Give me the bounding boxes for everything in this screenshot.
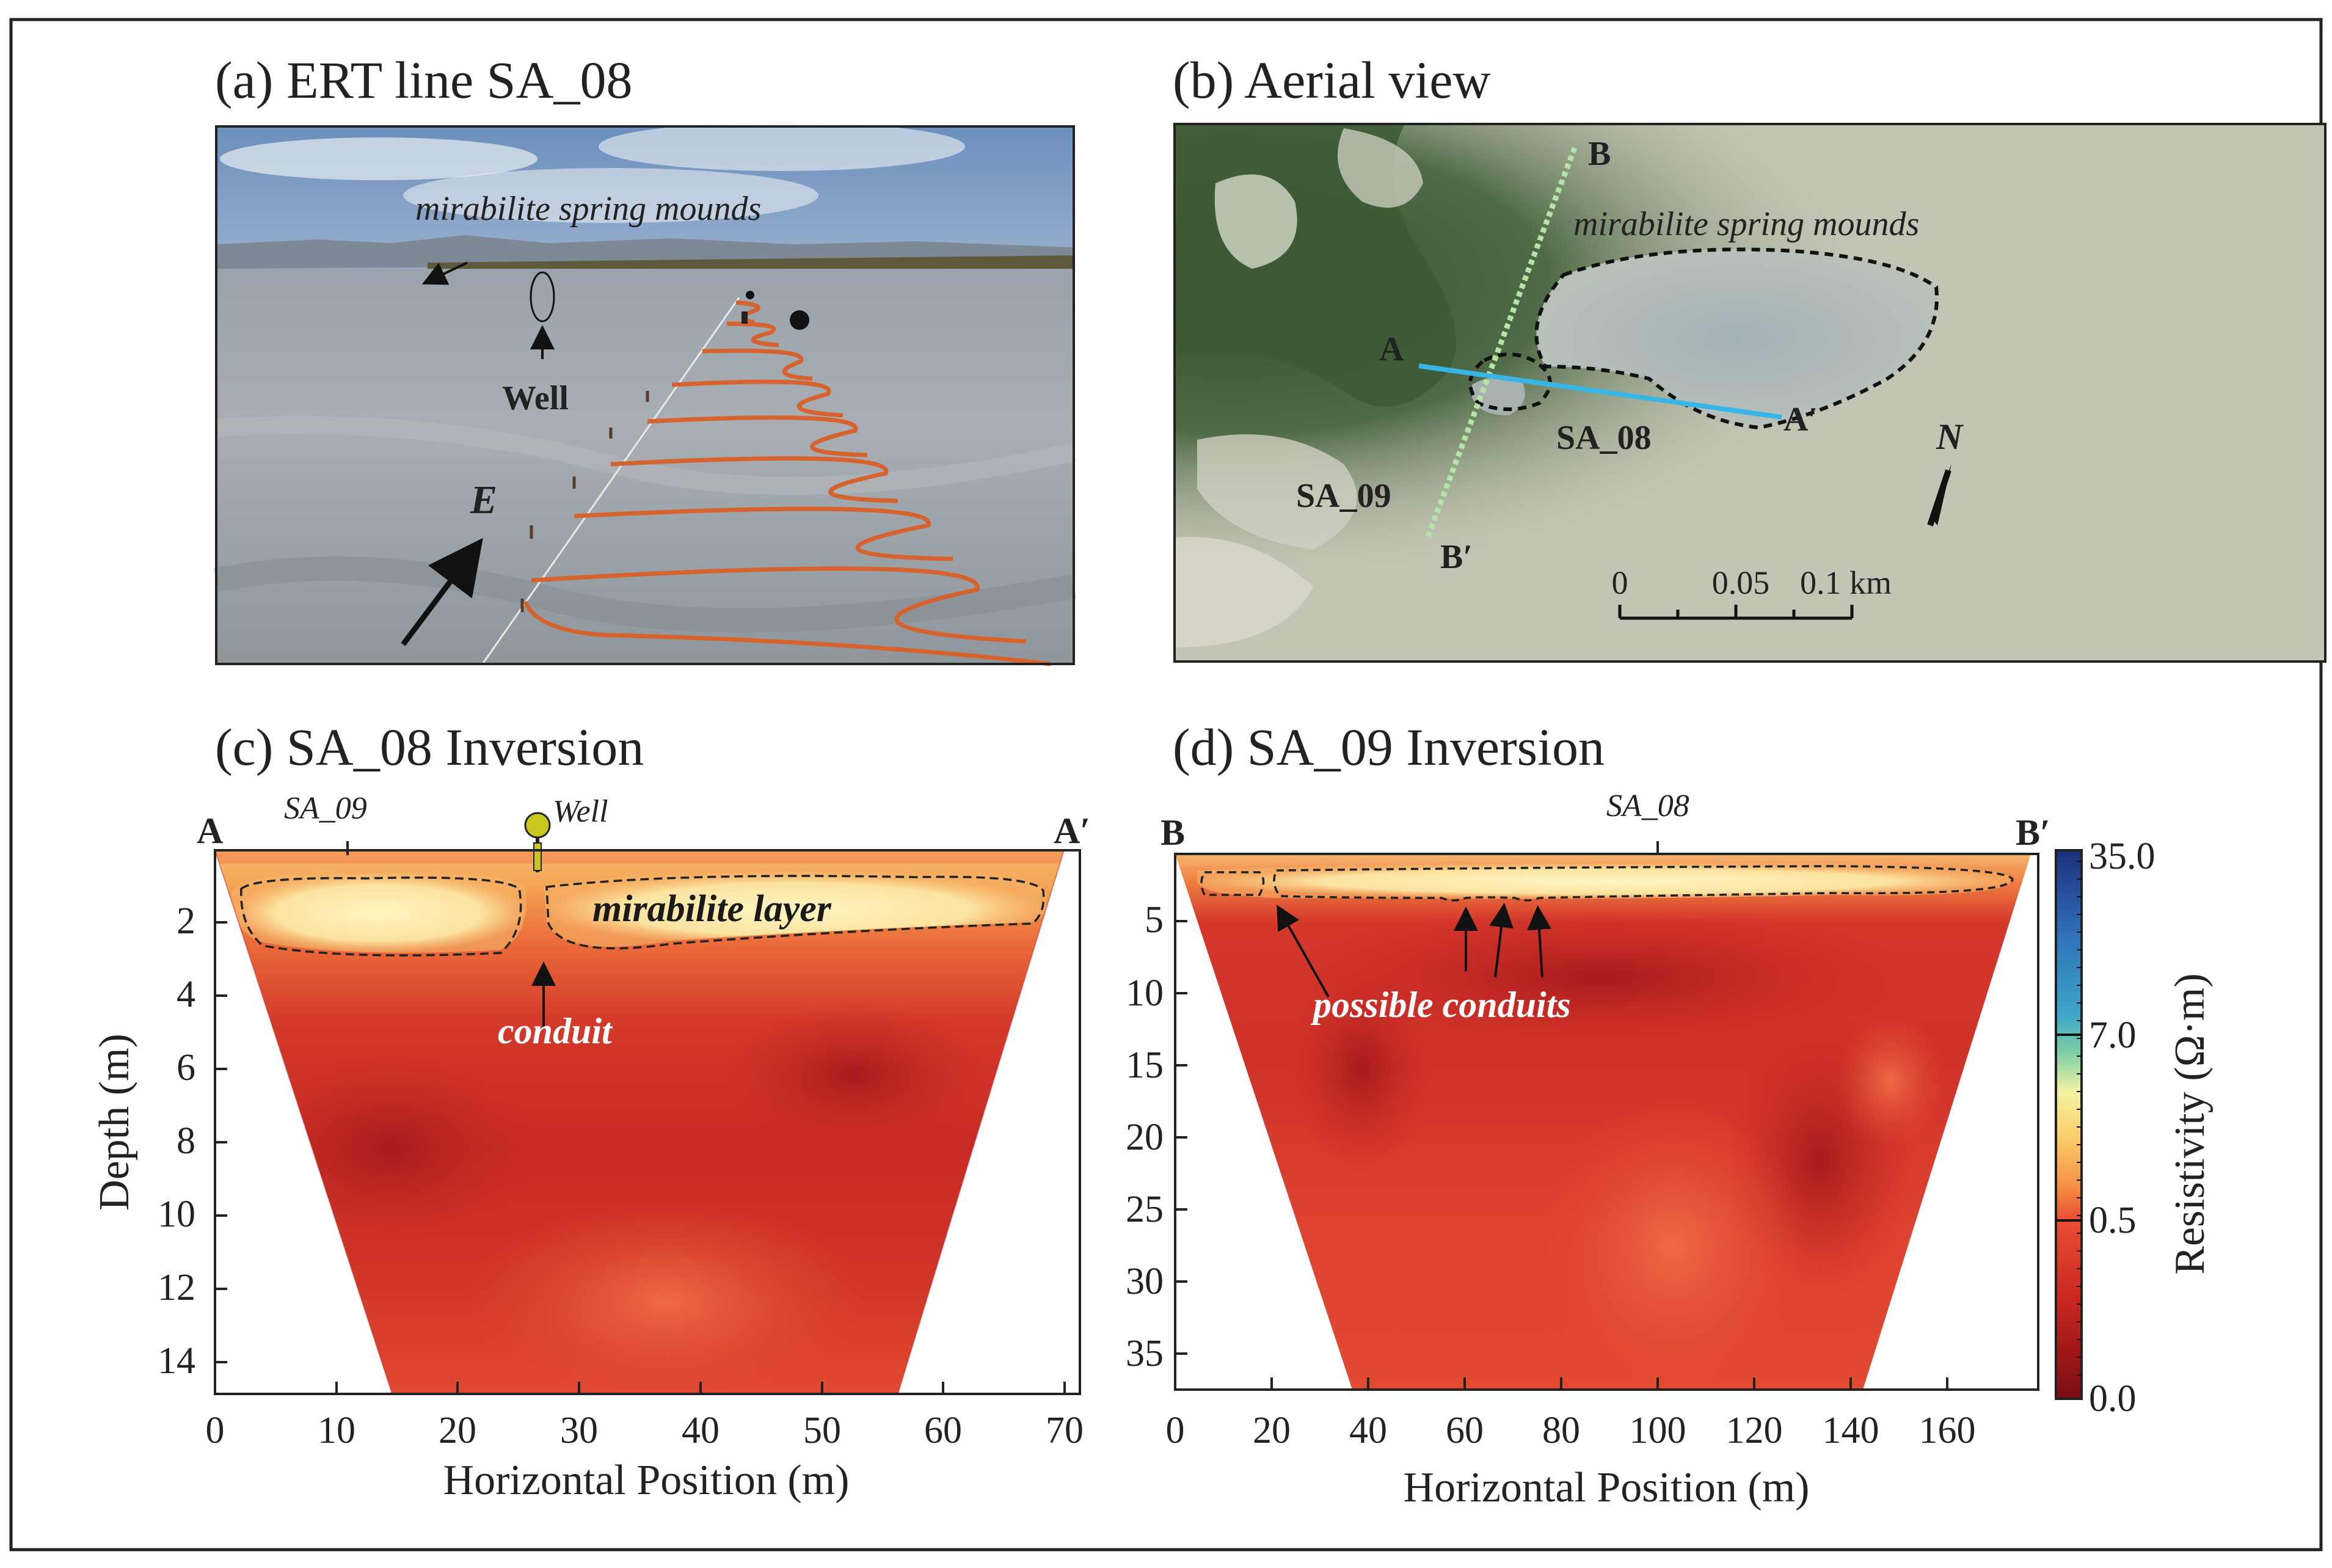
label-Aprime: A′ <box>1784 401 1818 439</box>
colorbar: 35.0 7.0 0.5 0.0 Resistivity (Ω·m) <box>2055 836 2214 1420</box>
label-Aprime-c: A′ <box>1054 811 1090 851</box>
xtick-label: 60 <box>1446 1410 1484 1451</box>
north-label: N <box>1936 417 1964 457</box>
scale-tick-1: 0.05 <box>1712 564 1770 601</box>
equipment-bag <box>790 310 809 330</box>
axes-c <box>214 849 1081 1395</box>
label-A-c: A <box>197 811 223 851</box>
ytick-label: 8 <box>177 1120 195 1162</box>
xlabel-d: Horizontal Position (m) <box>1404 1464 1810 1511</box>
label-A: A <box>1379 330 1404 368</box>
ytick-label: 12 <box>158 1267 195 1308</box>
label-sa08-d: SA_08 <box>1606 789 1689 823</box>
ytick-label: 15 <box>1126 1045 1164 1086</box>
panel-a-title: (a) ERT line SA_08 <box>215 51 633 109</box>
label-B-d: B <box>1161 812 1185 853</box>
xtick-label: 30 <box>560 1410 598 1451</box>
colorbar-label: Resistivity (Ω·m) <box>2166 973 2214 1274</box>
figure-border <box>9 18 2323 1552</box>
xtick-label: 50 <box>803 1410 841 1451</box>
ytick-label: 14 <box>158 1340 195 1382</box>
ytick-label: 2 <box>177 900 195 942</box>
scale-tick-0: 0 <box>1612 564 1628 601</box>
line-sa08 <box>1418 363 1782 420</box>
xtick-labels-d: 0 20 40 60 80 100 120 140 160 <box>1166 1410 1976 1451</box>
ytick-labels-d: 5 10 15 20 25 30 35 <box>1126 899 1164 1374</box>
inversion-c <box>215 850 1064 1394</box>
scale-tick-2: 0.1 km <box>1800 564 1892 601</box>
label-B: B <box>1588 135 1611 173</box>
xtick-label: 40 <box>1349 1410 1387 1451</box>
axes-d <box>1174 853 2039 1391</box>
spring-mounds-area <box>1536 249 1937 428</box>
xtick-label: 20 <box>439 1410 476 1451</box>
inversion-d <box>1175 854 2031 1390</box>
xtick-label: 70 <box>1046 1410 1084 1451</box>
label-Bprime-d: B′ <box>2016 812 2050 853</box>
ylabel-c: Depth (m) <box>91 1034 138 1211</box>
ytick-label: 25 <box>1126 1189 1164 1230</box>
cable-loops <box>523 300 1051 666</box>
ytick-label: 6 <box>177 1047 195 1088</box>
line-sa09 <box>1424 147 1578 539</box>
panel-c-title: (c) SA_08 Inversion <box>215 718 644 776</box>
xtick-label: 120 <box>1726 1410 1783 1451</box>
ytick-label: 30 <box>1126 1261 1164 1302</box>
xtick-label: 100 <box>1630 1410 1686 1451</box>
xtick-label: 10 <box>318 1410 355 1451</box>
xtick-label: 40 <box>682 1410 720 1451</box>
field-photo <box>214 122 1076 666</box>
label-conduits: possible conduits <box>1310 985 1571 1025</box>
panel-d-title: (d) SA_09 Inversion <box>1173 718 1605 776</box>
label-conduit: conduit <box>498 1011 613 1051</box>
xtick-labels-c: 0 10 20 30 40 50 60 70 <box>206 1410 1084 1451</box>
electrode-stakes <box>520 391 649 612</box>
panel-b-title: (b) Aerial view <box>1173 51 1491 109</box>
ytick-label: 10 <box>158 1194 195 1235</box>
xlabel-c: Horizontal Position (m) <box>443 1457 850 1504</box>
xtick-label: 140 <box>1823 1410 1879 1451</box>
xtick-label: 0 <box>1166 1410 1185 1451</box>
conduit-layer-outline <box>1273 865 2014 902</box>
ytick-labels-c: 2 4 6 8 10 12 14 <box>158 900 195 1382</box>
panel-d: (d) SA_09 Inversion B B′ SA_08 possible … <box>1126 718 2050 1511</box>
cbar-tick-label: 35.0 <box>2089 836 2155 877</box>
direction-label: E <box>470 478 497 522</box>
ytick-label: 10 <box>1126 972 1164 1014</box>
label-sa09-b: SA_09 <box>1296 477 1391 515</box>
panel-a: (a) ERT line SA_08 <box>214 51 1076 666</box>
ytick-label: 20 <box>1126 1117 1164 1158</box>
panel-b: (b) Aerial view <box>1173 51 2327 663</box>
label-sa08-b: SA_08 <box>1556 419 1652 457</box>
panel-c: (c) SA_08 Inversion A A′ SA_09 Well mira… <box>91 718 1090 1504</box>
mounds-label-b: mirabilite spring mounds <box>1573 205 1919 243</box>
colorbar-gradient <box>2055 849 2083 1400</box>
xtick-label: 80 <box>1542 1410 1580 1451</box>
label-sa09-c: SA_09 <box>284 791 367 826</box>
well-label-a: Well <box>502 379 569 417</box>
well-marker-ellipse <box>530 271 555 323</box>
aerial-image <box>1173 123 2327 663</box>
scale-bar <box>1618 605 1854 620</box>
label-layer: mirabilite layer <box>592 888 832 930</box>
label-Bprime: B′ <box>1440 538 1473 576</box>
cbar-tick-label: 0.5 <box>2089 1200 2137 1241</box>
ytick-label: 4 <box>177 974 195 1015</box>
mounds-label-a: mirabilite spring mounds <box>415 190 761 228</box>
label-well-c: Well <box>553 794 608 829</box>
xtick-label: 20 <box>1253 1410 1291 1451</box>
ytick-label: 35 <box>1126 1333 1164 1374</box>
xtick-label: 160 <box>1919 1410 1976 1451</box>
direction-arrow <box>401 538 483 646</box>
well-icon <box>524 812 551 839</box>
ytick-label: 5 <box>1145 899 1164 941</box>
mirabilite-layer-outline <box>240 877 522 957</box>
cbar-tick-label: 7.0 <box>2089 1015 2137 1056</box>
xtick-label: 0 <box>206 1410 225 1451</box>
cbar-tick-label: 0.0 <box>2089 1378 2137 1420</box>
xtick-label: 60 <box>924 1410 962 1451</box>
